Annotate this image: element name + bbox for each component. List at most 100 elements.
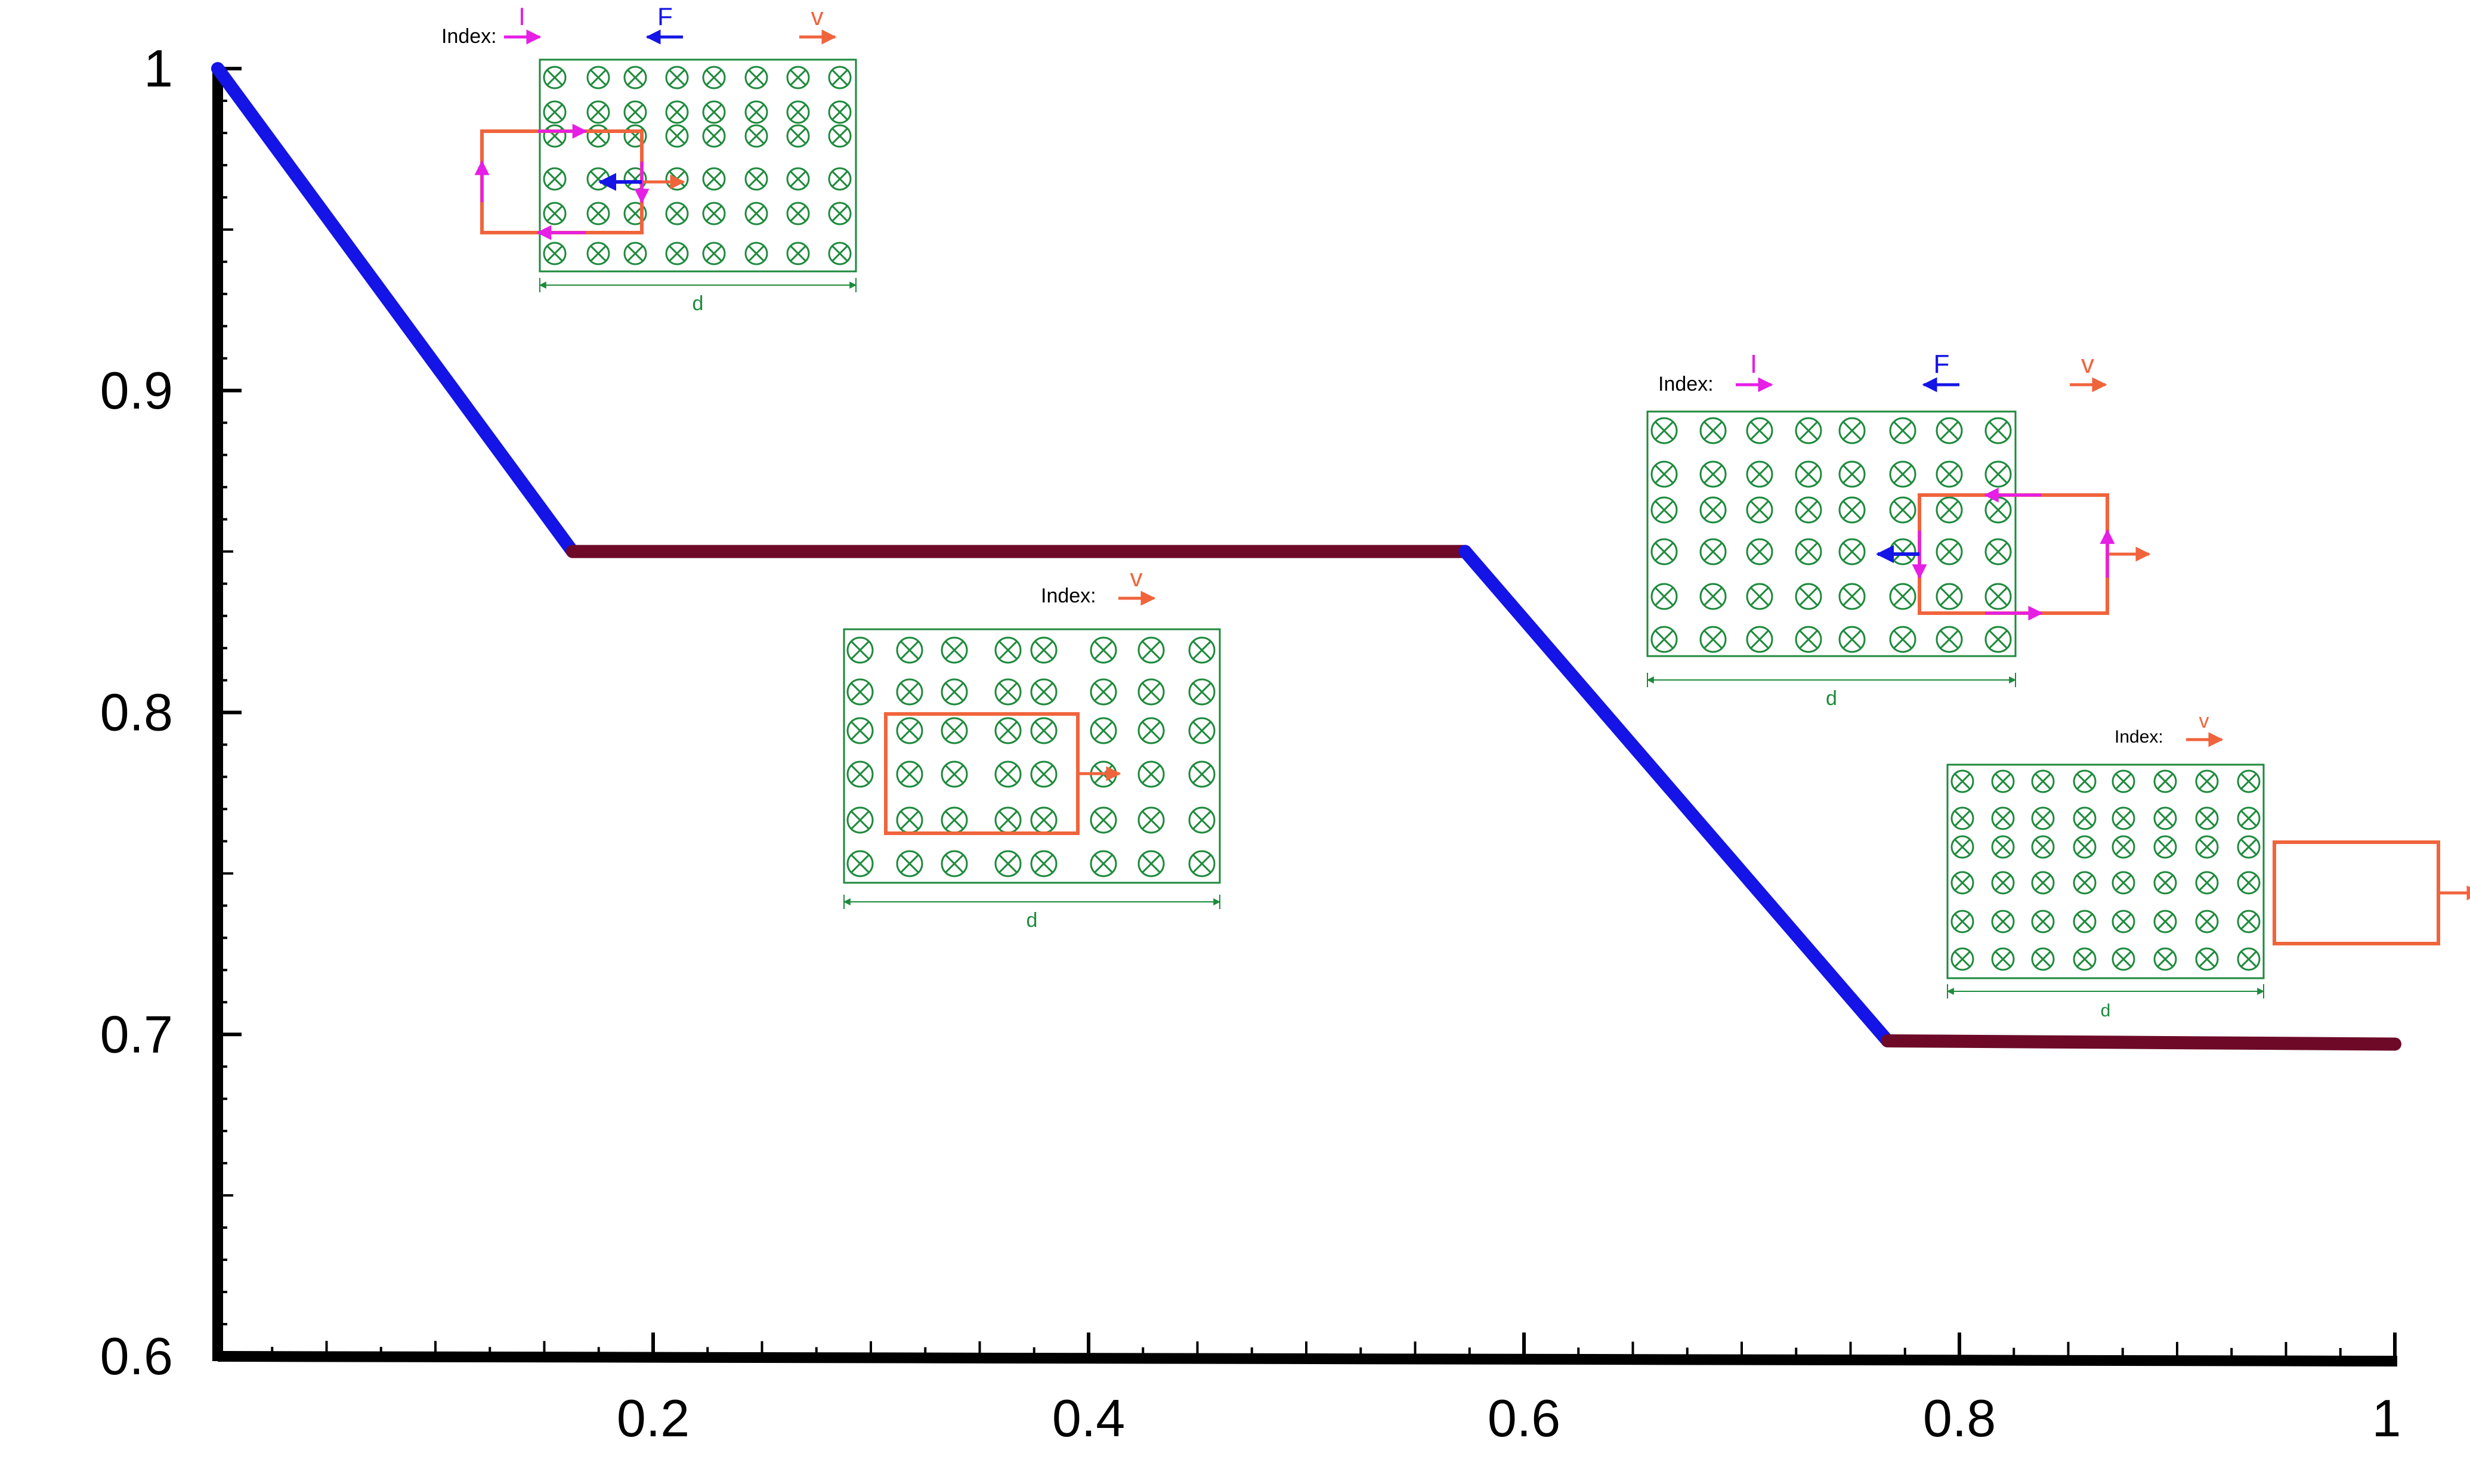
legend-symbol: v <box>811 2 824 30</box>
field-into-page-icon <box>1030 678 1058 706</box>
field-into-page-icon <box>1795 583 1822 610</box>
field-region <box>539 58 857 273</box>
field-into-page-icon <box>1650 583 1678 610</box>
field-into-page-icon <box>1795 496 1822 524</box>
field-into-page-icon <box>994 678 1022 706</box>
field-into-page-icon <box>1936 417 1963 444</box>
y-tick-label: 0.7 <box>100 1004 173 1063</box>
x-axis-line <box>217 1351 2398 1366</box>
field-into-page-icon <box>2153 910 2177 933</box>
field-into-page-icon <box>2195 835 2219 859</box>
field-into-page-icon <box>586 100 610 124</box>
field-into-page-icon <box>1188 678 1216 706</box>
field-into-page-icon <box>828 167 852 191</box>
field-into-page-icon <box>665 100 689 124</box>
field-into-page-icon <box>1950 806 1974 830</box>
field-into-page-icon <box>896 678 923 706</box>
field-into-page-icon <box>1030 806 1058 834</box>
field-into-page-icon <box>2237 769 2261 793</box>
field-into-page-icon <box>2073 769 2097 793</box>
field-into-page-icon <box>665 124 689 148</box>
field-into-page-icon <box>828 100 852 124</box>
field-into-page-icon <box>1889 417 1916 444</box>
field-into-page-icon <box>1137 806 1165 834</box>
field-into-page-icon <box>994 717 1022 744</box>
field-into-page-icon <box>1090 850 1117 877</box>
field-into-page-icon <box>623 66 647 89</box>
x-tick-label: 0.4 <box>1052 1389 1125 1448</box>
field-into-page-icon <box>623 100 647 124</box>
field-into-page-icon <box>1699 417 1727 444</box>
field-into-page-icon <box>2031 835 2055 859</box>
field-into-page-icon <box>2195 806 2219 830</box>
field-into-page-icon <box>1838 626 1866 653</box>
field-into-page-icon <box>543 202 567 225</box>
field-into-page-icon <box>1950 769 1974 793</box>
field-into-page-icon <box>994 806 1022 834</box>
field-into-page-icon <box>1137 850 1165 877</box>
field-into-page-icon <box>665 66 689 89</box>
field-into-page-icon <box>1991 769 2015 793</box>
field-into-page-icon <box>543 66 567 89</box>
field-into-page-icon <box>846 717 874 744</box>
field-into-page-icon <box>1746 460 1773 488</box>
field-into-page-icon <box>744 124 768 148</box>
field-into-page-icon <box>1950 947 1974 971</box>
field-into-page-icon <box>1090 636 1117 664</box>
field-into-page-icon <box>1984 538 2012 565</box>
field-into-page-icon <box>1991 947 2015 971</box>
legend-symbol: F <box>1934 350 1950 379</box>
field-into-page-icon <box>744 242 768 265</box>
field-into-page-icon <box>586 242 610 265</box>
field-into-page-icon <box>2073 871 2097 895</box>
field-into-page-icon <box>2195 769 2219 793</box>
field-into-page-icon <box>1838 460 1866 488</box>
field-into-page-icon <box>702 242 726 265</box>
field-into-page-icon <box>2112 910 2135 933</box>
field-into-page-icon <box>1950 835 1974 859</box>
field-into-page-icon <box>1137 717 1165 744</box>
field-into-page-icon <box>1746 538 1773 565</box>
field-into-page-icon <box>786 124 810 148</box>
inset-diagram-4: d Index: v <box>1946 710 2470 1021</box>
field-into-page-icon <box>2237 910 2261 933</box>
field-into-page-icon <box>702 167 726 191</box>
field-into-page-icon <box>786 202 810 225</box>
field-into-page-icon <box>1889 583 1916 610</box>
field-into-page-icon <box>1936 496 1963 524</box>
field-into-page-icon <box>1991 910 2015 933</box>
field-into-page-icon <box>702 124 726 148</box>
field-into-page-icon <box>941 678 968 706</box>
field-into-page-icon <box>896 806 923 834</box>
field-into-page-icon <box>1030 760 1058 788</box>
field-into-page-icon <box>586 202 610 225</box>
field-into-page-icon <box>1991 871 2015 895</box>
field-into-page-icon <box>1699 460 1727 488</box>
field-into-page-icon <box>1795 626 1822 653</box>
field-into-page-icon <box>846 678 874 706</box>
field-into-page-icon <box>1889 460 1916 488</box>
field-into-page-icon <box>1984 496 2012 524</box>
conducting-loop <box>2273 840 2440 945</box>
field-into-page-icon <box>941 636 968 664</box>
field-into-page-icon <box>586 66 610 89</box>
field-into-page-icon <box>896 636 923 664</box>
field-into-page-icon <box>1936 583 1963 610</box>
field-into-page-icon <box>1889 626 1916 653</box>
field-into-page-icon <box>543 242 567 265</box>
field-into-page-icon <box>1650 496 1678 524</box>
field-into-page-icon <box>1950 871 1974 895</box>
field-into-page-icon <box>2153 769 2177 793</box>
legend-symbol: I <box>518 2 525 30</box>
legend-symbol: I <box>1750 350 1757 379</box>
field-into-page-icon <box>1889 496 1916 524</box>
field-into-page-icon <box>2073 806 2097 830</box>
field-into-page-icon <box>1991 835 2015 859</box>
field-into-page-icon <box>1838 496 1866 524</box>
series-segment-1 <box>211 62 579 558</box>
field-into-page-icon <box>1090 678 1117 706</box>
field-into-page-icon <box>846 850 874 877</box>
field-into-page-icon <box>1795 538 1822 565</box>
y-tick-label: 0.9 <box>100 361 173 420</box>
